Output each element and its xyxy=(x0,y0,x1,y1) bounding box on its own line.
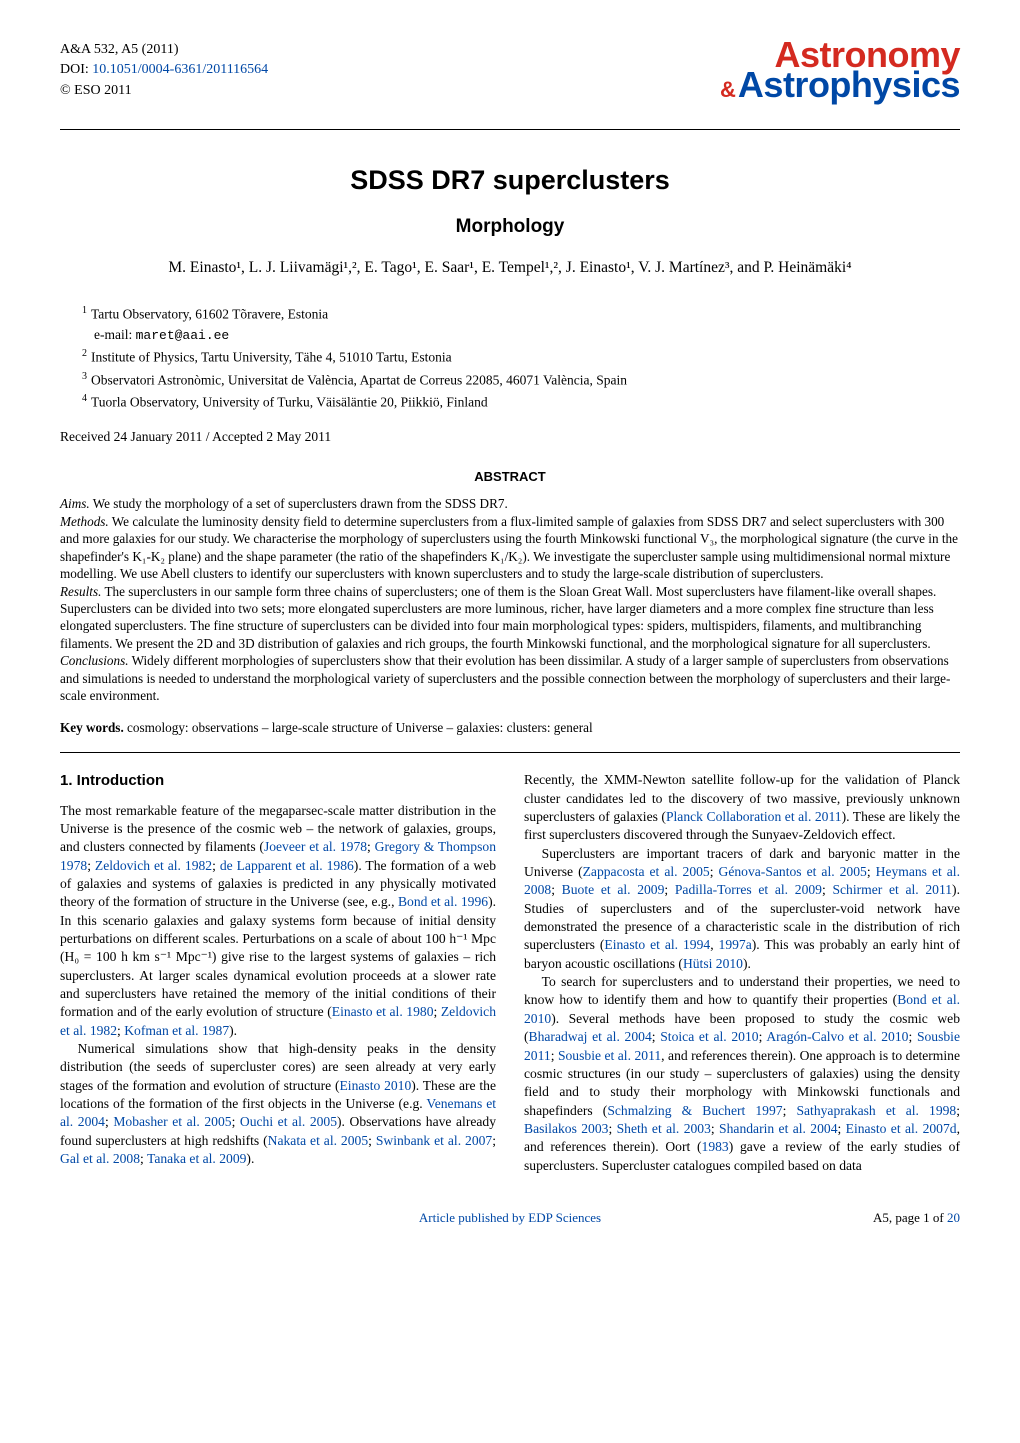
abstract-results: The superclusters in our sample form thr… xyxy=(60,584,936,651)
abstract-methods-head: Methods. xyxy=(60,514,109,529)
intro-para-2: Numerical simulations show that high-den… xyxy=(60,1040,496,1168)
doi-prefix: DOI: xyxy=(60,62,92,77)
section-1-heading: 1. Introduction xyxy=(60,771,496,791)
column-left: 1. Introduction The most remarkable feat… xyxy=(60,771,496,1175)
abstract-results-head: Results. xyxy=(60,584,101,599)
received-accepted-dates: Received 24 January 2011 / Accepted 2 Ma… xyxy=(60,428,960,446)
affiliation-4-text: Tuorla Observatory, University of Turku,… xyxy=(91,395,488,410)
affiliation-1-text: Tartu Observatory, 61602 Tõravere, Eston… xyxy=(91,306,328,321)
cite-einasto-1980[interactable]: Einasto et al. 1980 xyxy=(332,1004,434,1019)
mid-rule xyxy=(60,752,960,753)
cite-einasto-2007d[interactable]: Einasto et al. 2007d xyxy=(846,1121,957,1136)
cite-buote-2009[interactable]: Buote et al. 2009 xyxy=(562,882,665,897)
top-rule xyxy=(60,129,960,130)
cite-joeveer-1978[interactable]: Joeveer et al. 1978 xyxy=(264,839,367,854)
cite-stoica-2010[interactable]: Stoica et al. 2010 xyxy=(660,1029,758,1044)
cite-mobasher-2005[interactable]: Mobasher et al. 2005 xyxy=(113,1114,231,1129)
abstract-heading: ABSTRACT xyxy=(60,468,960,486)
page-total-link[interactable]: 20 xyxy=(947,1210,960,1225)
abstract-conclusions-head: Conclusions. xyxy=(60,653,129,668)
cite-hutsi-2010[interactable]: Hütsi 2010 xyxy=(683,956,743,971)
affiliation-3: 3Observatori Astronòmic, Universitat de … xyxy=(82,369,960,391)
affiliation-1: 1Tartu Observatory, 61602 Tõravere, Esto… xyxy=(82,303,960,325)
cite-bharadwaj-2004[interactable]: Bharadwaj et al. 2004 xyxy=(529,1029,652,1044)
cite-oort-1983[interactable]: 1983 xyxy=(702,1139,729,1154)
article-title: SDSS DR7 superclusters xyxy=(60,162,960,198)
affiliation-4: 4Tuorla Observatory, University of Turku… xyxy=(82,391,960,413)
journal-logo: Astronomy &Astrophysics xyxy=(720,40,960,99)
keywords-label: Key words. xyxy=(60,720,127,735)
affiliation-email: e-mail: maret@aai.ee xyxy=(94,325,960,346)
cite-swinbank-2007[interactable]: Swinbank et al. 2007 xyxy=(376,1133,492,1148)
email-label: e-mail: xyxy=(94,327,136,342)
cite-sathyaprakash-1998[interactable]: Sathyaprakash et al. 1998 xyxy=(796,1103,956,1118)
cite-einasto-1997a[interactable]: 1997a xyxy=(719,937,752,952)
cite-ouchi-2005[interactable]: Ouchi et al. 2005 xyxy=(240,1114,337,1129)
cite-schirmer-2011[interactable]: Schirmer et al. 2011 xyxy=(832,882,952,897)
abstract-methods: We calculate the luminosity density fiel… xyxy=(60,514,958,581)
cite-zeldovich-1982[interactable]: Zeldovich et al. 1982 xyxy=(95,858,212,873)
abstract-conclusions: Widely different morphologies of supercl… xyxy=(60,653,950,703)
header-row: A&A 532, A5 (2011) DOI: 10.1051/0004-636… xyxy=(60,40,960,101)
cite-einasto-2010[interactable]: Einasto 2010 xyxy=(340,1078,412,1093)
doi-line: DOI: 10.1051/0004-6361/201116564 xyxy=(60,60,268,80)
cite-nakata-2005[interactable]: Nakata et al. 2005 xyxy=(268,1133,368,1148)
author-line: M. Einasto¹, L. J. Liivamägi¹,², E. Tago… xyxy=(60,258,960,279)
column-right: Recently, the XMM-Newton satellite follo… xyxy=(524,771,960,1175)
body-columns: 1. Introduction The most remarkable feat… xyxy=(60,771,960,1175)
corresponding-email[interactable]: maret@aai.ee xyxy=(136,328,230,343)
header-left: A&A 532, A5 (2011) DOI: 10.1051/0004-636… xyxy=(60,40,268,101)
title-block: SDSS DR7 superclusters Morphology M. Ein… xyxy=(60,162,960,279)
cite-sousbie-etal-2011[interactable]: Sousbie et al. 2011 xyxy=(558,1048,661,1063)
affiliation-3-text: Observatori Astronòmic, Universitat de V… xyxy=(91,372,627,387)
doi-link[interactable]: 10.1051/0004-6361/201116564 xyxy=(92,62,268,77)
cite-schmalzing-buchert-1997[interactable]: Schmalzing & Buchert 1997 xyxy=(607,1103,782,1118)
cite-bond-1996[interactable]: Bond et al. 1996 xyxy=(398,894,488,909)
intro-para-5: To search for superclusters and to under… xyxy=(524,973,960,1175)
cite-einasto-1994[interactable]: Einasto et al. 1994 xyxy=(604,937,710,952)
abstract-aims-head: Aims. xyxy=(60,496,90,511)
page-footer: Article published by EDP Sciences A5, pa… xyxy=(60,1209,960,1227)
cite-padilla-torres-2009[interactable]: Padilla-Torres et al. 2009 xyxy=(675,882,822,897)
cite-zappacosta-2005[interactable]: Zappacosta et al. 2005 xyxy=(583,864,710,879)
publisher-line[interactable]: Article published by EDP Sciences xyxy=(200,1209,820,1227)
logo-word-astrophysics: Astrophysics xyxy=(738,70,960,100)
intro-para-1: The most remarkable feature of the megap… xyxy=(60,802,496,1040)
cite-gal-2008[interactable]: Gal et al. 2008 xyxy=(60,1151,140,1166)
affiliation-2: 2Institute of Physics, Tartu University,… xyxy=(82,346,960,368)
abstract-aims: We study the morphology of a set of supe… xyxy=(90,496,508,511)
cite-shandarin-2004[interactable]: Shandarin et al. 2004 xyxy=(719,1121,837,1136)
keywords-line: Key words. cosmology: observations – lar… xyxy=(60,719,960,737)
intro-para-3: Recently, the XMM-Newton satellite follo… xyxy=(524,771,960,844)
page-label: A5, page 1 of xyxy=(873,1210,947,1225)
cite-sheth-2003[interactable]: Sheth et al. 2003 xyxy=(617,1121,711,1136)
cite-basilakos-2003[interactable]: Basilakos 2003 xyxy=(524,1121,608,1136)
page-number: A5, page 1 of 20 xyxy=(820,1209,960,1227)
cite-genova-santos-2005[interactable]: Génova-Santos et al. 2005 xyxy=(719,864,867,879)
cite-delapparent-1986[interactable]: de Lapparent et al. 1986 xyxy=(220,858,354,873)
affiliations-block: 1Tartu Observatory, 61602 Tõravere, Esto… xyxy=(82,303,960,414)
article-subtitle: Morphology xyxy=(60,214,960,240)
cite-aragon-calvo-2010[interactable]: Aragón-Calvo et al. 2010 xyxy=(766,1029,908,1044)
cite-kofman-1987[interactable]: Kofman et al. 1987 xyxy=(124,1023,229,1038)
cite-planck-2011[interactable]: Planck Collaboration et al. 2011 xyxy=(666,809,842,824)
cite-tanaka-2009[interactable]: Tanaka et al. 2009 xyxy=(147,1151,246,1166)
keywords-text: cosmology: observations – large-scale st… xyxy=(127,720,593,735)
affiliation-2-text: Institute of Physics, Tartu University, … xyxy=(91,350,452,365)
intro-para-4: Superclusters are important tracers of d… xyxy=(524,845,960,973)
copyright-line: © ESO 2011 xyxy=(60,81,268,101)
abstract-block: Aims. We study the morphology of a set o… xyxy=(60,495,960,704)
journal-reference: A&A 532, A5 (2011) xyxy=(60,40,268,60)
logo-ampersand-icon: & xyxy=(720,81,736,99)
